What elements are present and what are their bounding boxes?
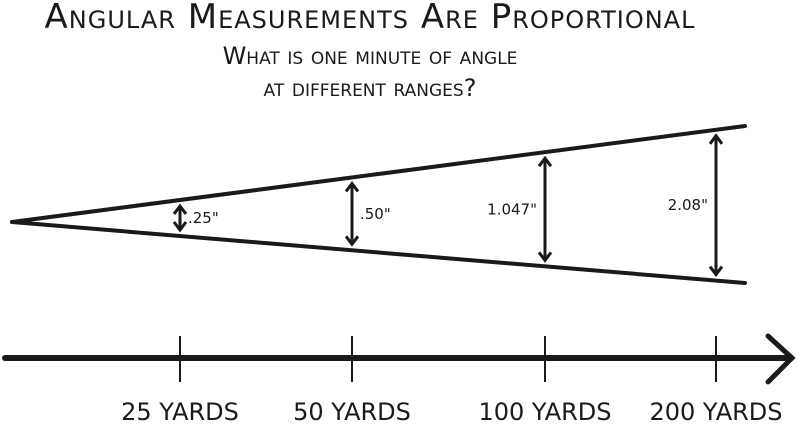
arrowhead [708,133,724,145]
range-label: 100 yards [478,398,611,426]
subtitle-line: at different ranges? [264,74,477,102]
cone-bottom-edge [10,220,747,285]
measurement-label: 2.08" [668,196,708,214]
axis-arrowhead [765,333,796,385]
arrowhead [708,265,724,278]
arrowhead [344,180,360,193]
measurement-label: 1.047" [487,200,537,218]
subtitle-line: What is one minute of angle [223,42,518,70]
arrowhead [537,155,553,168]
measurement-label: .50" [360,205,391,223]
measurement-label: .25" [188,209,219,227]
range-axis [2,333,796,385]
range-label: 50 yards [293,398,411,426]
cone [10,124,747,285]
arrowhead [344,235,360,247]
range-label: 200 yards [649,398,782,426]
title: Angular Measurements Are Proportional [45,0,696,37]
arrowhead [172,203,188,215]
arrowhead [537,251,553,263]
arrowhead [172,221,188,233]
cone-top-edge [10,124,747,224]
range-label: 25 yards [121,398,239,426]
